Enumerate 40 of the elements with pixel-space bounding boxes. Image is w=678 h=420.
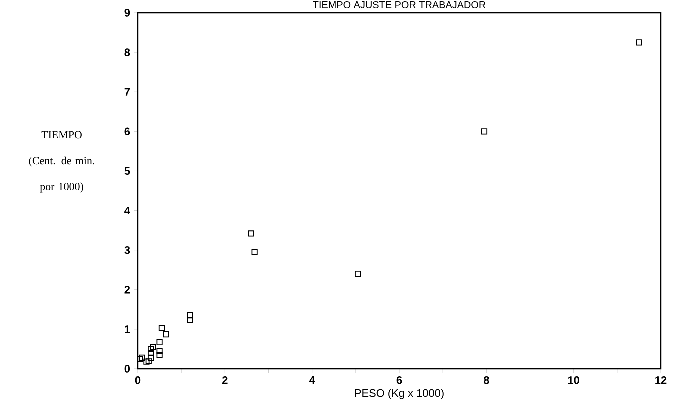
point — [144, 358, 150, 365]
x-tick-label: 0 — [135, 376, 141, 384]
y-tick-label: 0 — [124, 365, 130, 373]
point — [148, 346, 154, 352]
y-tick-label: 4 — [124, 207, 130, 215]
point — [156, 352, 163, 358]
x-tick-label: 2 — [222, 376, 228, 384]
point — [148, 350, 154, 356]
point — [158, 325, 166, 332]
y-tick-label: 2 — [124, 286, 130, 294]
text: TIEMPO (Cent. de min. por 1000) — [29, 131, 94, 193]
x-axis-title: PESO (Kg x 1000) — [355, 389, 444, 400]
y-tick-label: 9 — [124, 9, 130, 17]
point — [156, 339, 163, 346]
y-tick-label: 6 — [124, 128, 130, 136]
x-tick-label: 10 — [568, 376, 580, 384]
x-tick-label: 4 — [309, 376, 316, 384]
y-tick-label: 3 — [124, 246, 130, 254]
point — [481, 128, 488, 135]
x-tick-label: 8 — [484, 376, 490, 384]
y-tick-label: 1 — [125, 326, 130, 334]
point — [355, 271, 362, 278]
point — [252, 249, 258, 256]
chart-title: TIEMPO AJUSTE POR TRABAJADOR — [313, 1, 486, 8]
point — [636, 40, 642, 46]
y-tick-label: 8 — [124, 48, 130, 56]
point — [187, 317, 194, 324]
point — [150, 344, 156, 350]
point — [146, 358, 152, 364]
x-tick-label: 12 — [656, 376, 667, 384]
x-tick-label: 6 — [396, 376, 402, 384]
point — [139, 354, 146, 361]
y-tick-label: 5 — [124, 167, 130, 176]
point — [148, 354, 154, 361]
y-tick-label: 7 — [124, 88, 130, 96]
point — [187, 312, 194, 319]
point — [137, 356, 144, 362]
point — [156, 348, 163, 354]
point — [163, 332, 170, 338]
point — [248, 230, 254, 237]
